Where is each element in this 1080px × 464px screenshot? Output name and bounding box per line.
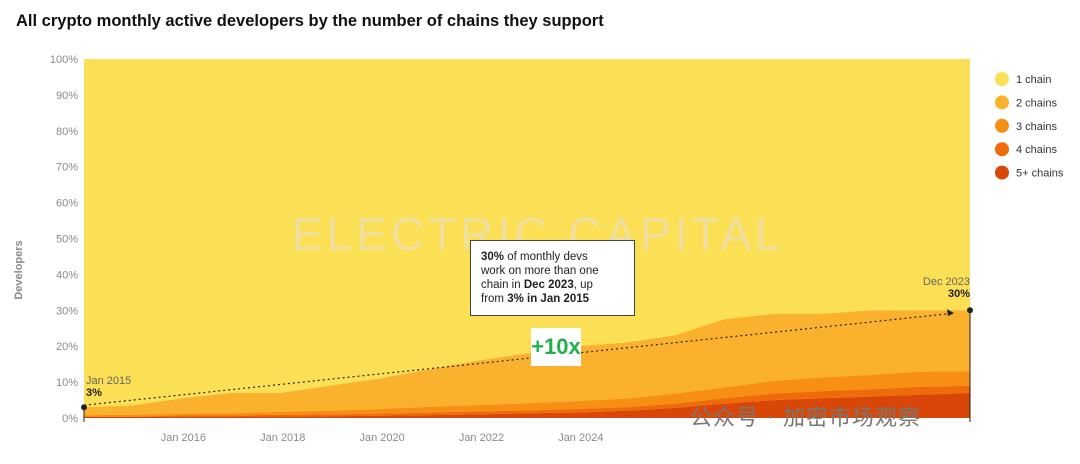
y-tick-label: 30% (56, 305, 78, 317)
y-tick-label: 20% (56, 341, 78, 353)
y-tick-label: 0% (62, 413, 78, 425)
area-series-2-chains (84, 310, 970, 416)
start-callout-label: Jan 2015 (86, 375, 132, 387)
annotation-text-3a: chain in (481, 279, 524, 291)
stacked-areas (84, 59, 970, 418)
end-callout-label: Dec 2023 (922, 276, 970, 288)
legend-label: 4 chains (1016, 144, 1057, 156)
area-series-4-chains (84, 385, 970, 417)
y-tick-label: 70% (56, 162, 78, 174)
legend-swatch (995, 142, 1009, 157)
legend-label: 3 chains (1016, 121, 1057, 133)
y-tick-label: 10% (56, 377, 78, 389)
x-tick-labels: Jan 2016 Jan 2018 Jan 2020 Jan 2022 Jan 2024 (161, 432, 604, 444)
chart-title: All crypto monthly active developers by … (16, 12, 604, 30)
trend-arrowhead (947, 309, 954, 317)
annotation-text-2: work on more than one (481, 265, 599, 277)
y-tick-label: 50% (56, 234, 78, 246)
y-tick-label: 100% (50, 54, 78, 66)
y-tick-label: 90% (56, 90, 78, 102)
annotation-bold-1: 30% (481, 251, 505, 263)
annotation-text-4: from (481, 293, 508, 305)
trend-dotted-line (83, 312, 955, 406)
legend-label: 1 chain (1016, 74, 1051, 86)
annotation-box: 30% of monthly devs work on more than on… (470, 240, 635, 316)
legend-label: 2 chains (1016, 97, 1057, 109)
x-tick-label: Jan 2024 (558, 432, 603, 444)
legend-swatch (995, 72, 1009, 86)
annotation-bold-3: Dec 2023 (523, 279, 574, 291)
y-tick-label: 60% (56, 198, 78, 210)
legend-swatch (995, 95, 1009, 110)
social-watermark: 公众号 · 加密市场观察 (690, 406, 921, 431)
legend-swatch (995, 118, 1009, 133)
annotation-text-3b: , up (573, 279, 593, 291)
x-tick-label: Jan 2022 (459, 432, 504, 444)
annotation-text-1: of monthly devs (504, 251, 588, 263)
start-marker-dot (81, 404, 87, 411)
end-marker-dot (967, 307, 973, 314)
legend-label: 5+ chains (1016, 168, 1064, 180)
end-callout-value: 30% (947, 288, 970, 300)
legend-swatch (995, 165, 1009, 180)
area-series-5-chains (84, 392, 970, 418)
y-axis-label: Developers (13, 240, 25, 299)
area-series-1-chain (84, 59, 970, 408)
annotation-bold-4: 3% in Jan 2015 (507, 293, 590, 305)
start-callout: Jan 2015 3% (86, 375, 131, 399)
x-tick-label: Jan 2018 (260, 432, 305, 444)
x-tick-label: Jan 2020 (359, 432, 404, 444)
start-callout-value: 3% (86, 387, 102, 399)
y-tick-label: 80% (56, 126, 78, 138)
growth-badge: +10x (531, 328, 581, 366)
y-tick-label: 40% (56, 269, 78, 281)
end-callout: Dec 2023 30% (921, 276, 970, 300)
area-series-3-chains (84, 371, 970, 417)
x-tick-label: Jan 2016 (161, 432, 206, 444)
legend: 1 chain 2 chains 3 chains 4 chains 5+ chains (995, 72, 1064, 180)
y-tick-labels: 0% 10% 20% 30% 40% 50% 60% 70% 80% 90% 100% (50, 54, 78, 425)
trend-line (81, 307, 973, 422)
